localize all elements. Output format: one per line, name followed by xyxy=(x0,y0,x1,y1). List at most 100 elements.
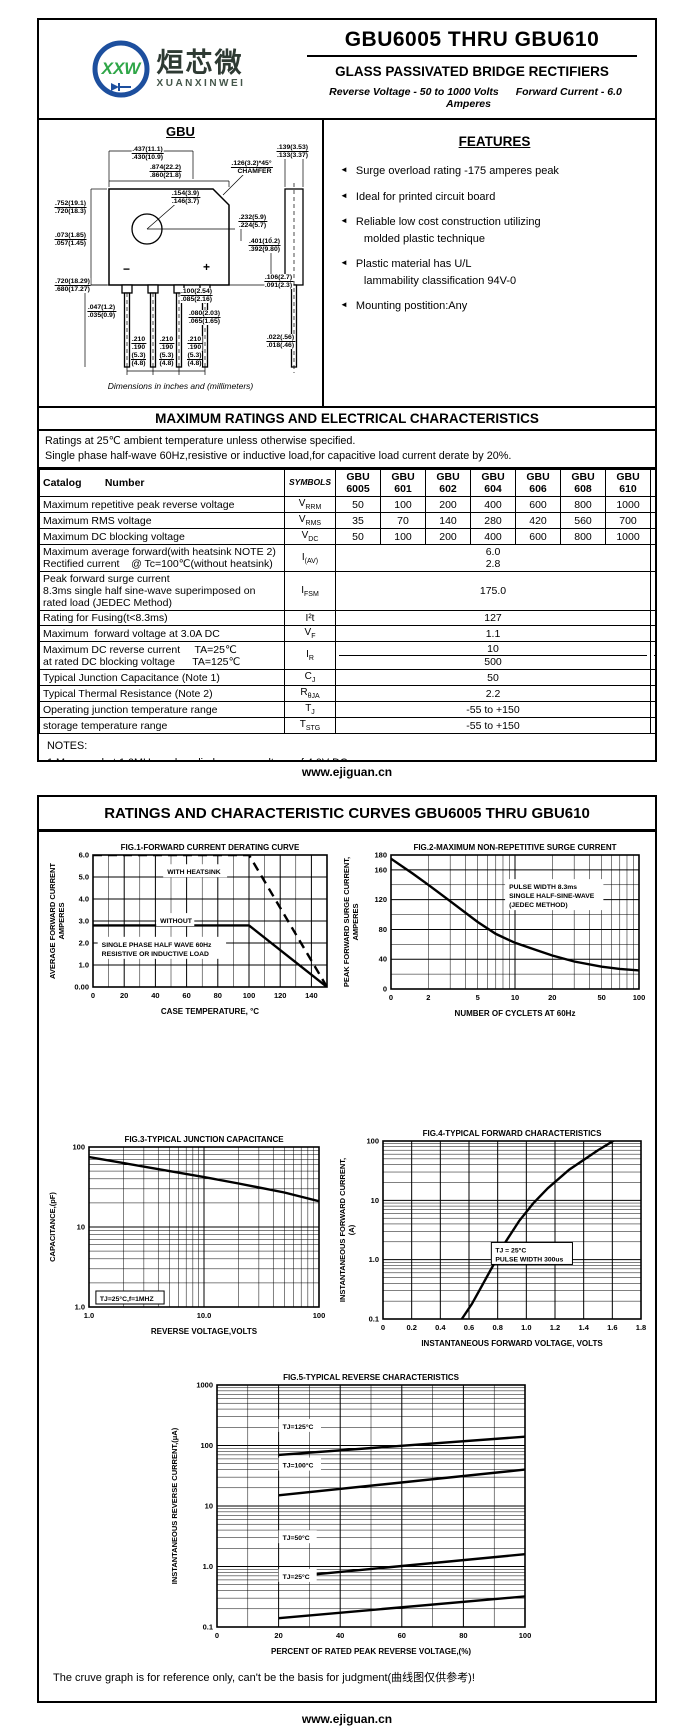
symbol-base: T xyxy=(305,703,312,715)
website-link[interactable]: www.ejiguan.cn xyxy=(301,1712,393,1726)
package-drawing: .437(11.1) .430(10.9) .874(22.2) .860(21.8)… xyxy=(45,141,317,385)
row-symbol: TJ xyxy=(284,701,336,719)
symbol-base: V xyxy=(301,530,309,542)
chart-annotation: TJ=25°C,f=1MHZ xyxy=(100,1295,154,1303)
website-link[interactable]: www.ejiguan.cn xyxy=(301,765,393,779)
symbol-base: V xyxy=(298,514,306,526)
feature-line: Reliable low cost construction utilizing xyxy=(355,216,541,228)
row-value: 800 xyxy=(560,528,606,546)
chart-title: FIG.5-TYPICAL REVERSE CHARACTERISTICS xyxy=(283,1373,460,1382)
y-tick-label: 10 xyxy=(77,1223,85,1232)
dimension-label: .085(2.16) xyxy=(180,296,213,304)
chart-annotation: SINGLE PHASE HALF WAVE 60Hz xyxy=(102,942,212,949)
row-value-span: 1.1 xyxy=(335,625,651,643)
y-axis-label: PEAK FORWARD SURGE CURRENT, xyxy=(342,857,351,987)
dimension-label: .018(.46) xyxy=(265,342,296,350)
dimension-label: .154(3.9) xyxy=(170,190,201,199)
model-line: GBU xyxy=(391,471,415,484)
feature-line: Surge overload rating -175 amperes peak xyxy=(355,165,559,177)
table-row: Maximum RMS voltage VRMS 35 70 140 280 420 560 7… xyxy=(39,512,655,530)
x-axis-label: CASE TEMPERATURE, °C xyxy=(161,1007,259,1016)
feature-line: Plastic material has U/L xyxy=(355,258,472,270)
row-label-line: Rating for Fusing(t<8.3ms) xyxy=(43,612,168,625)
x-tick-label: 100 xyxy=(519,1631,532,1640)
dimension-label: .210 xyxy=(158,336,175,345)
row-label: Maximum RMS voltage xyxy=(39,512,285,530)
y-tick-label: 1.0 xyxy=(79,961,89,970)
dimension-label: .133(3.37) xyxy=(276,152,309,160)
features-list: ◄ Surge overload rating -175 amperes peak… xyxy=(340,163,649,315)
feature-line: Ideal for printed circuit board xyxy=(355,190,496,203)
row-unit: Volts xyxy=(650,625,655,643)
doc-subtitle: GLASS PASSIVATED BRIDGE RECTIFIERS xyxy=(335,64,609,79)
symbol-base: C xyxy=(304,671,312,683)
row-value-span: -55 to +150 xyxy=(335,701,651,719)
row-unit: VOLTS xyxy=(650,496,655,514)
units-header-cell: UNITS xyxy=(650,469,655,498)
dimension-label: .680(17.27) xyxy=(54,286,91,294)
row-value: 100 xyxy=(380,496,426,514)
series-tj-25-c xyxy=(278,1595,525,1620)
x-tick-label: 0 xyxy=(389,993,393,1002)
table-row: Peak forward surge current 8.3ms single h… xyxy=(39,571,655,612)
dimension-label: (4.8) xyxy=(158,360,175,368)
row-value: 420 xyxy=(515,512,561,530)
chart-annotation: RESISTIVE OR INDUCTIVE LOAD xyxy=(102,951,209,958)
feature-line: Mounting postition:Any xyxy=(355,300,468,312)
ratings-table: Catalog Number SYMBOLS GBU 6005 GBU 601 GBU 602… xyxy=(39,469,655,735)
row-label-line: Rectified current @ Tc=100℃(without heat… xyxy=(43,558,273,571)
row-value-span: 2.2 xyxy=(335,685,651,703)
row-value-span: 50 xyxy=(335,669,651,687)
row-label: Maximum forward voltage at 3.0A DC xyxy=(39,625,285,643)
symbol-base: I²t xyxy=(305,612,315,624)
y-tick-label: 5.0 xyxy=(79,873,89,882)
row-value: 560 xyxy=(560,512,606,530)
row-label-line: Peak forward surge current xyxy=(43,573,170,586)
row-value-line: 50 xyxy=(487,671,499,684)
dimension-label: (4.8) xyxy=(186,360,203,368)
x-tick-label: 0.4 xyxy=(435,1323,446,1332)
series-surge xyxy=(391,857,639,972)
header: XXW 烜芯微 XUANXINWEI GBU6005 THRU GBU610 G… xyxy=(39,20,655,120)
row-unit: ℃ xyxy=(650,701,655,719)
y-axis-label: AMPERES xyxy=(57,902,66,939)
x-tick-label: 20 xyxy=(120,991,128,1000)
condition-line-1: Ratings at 25℃ ambient temperature unles… xyxy=(45,435,356,447)
row-value-line: 2.2 xyxy=(485,687,501,700)
model-line: 601 xyxy=(394,483,412,496)
row-label-line: at rated DC blocking voltage TA=125℃ xyxy=(43,655,241,668)
series-tj-50-c xyxy=(278,1553,525,1579)
y-tick-label: 160 xyxy=(374,865,387,874)
row-label-line: Typical Thermal Resistance (Note 2) xyxy=(43,687,213,700)
dimension-label: .022(.56) xyxy=(265,334,296,343)
dimension-label: .106(2.7) xyxy=(263,274,294,283)
row-label-line: storage temperature range xyxy=(43,719,168,732)
row-value-line: 127 xyxy=(484,612,502,625)
dimension-label: .146(3.7) xyxy=(170,198,201,206)
row-label-line: 8.3ms single half sine-wave superimposed… xyxy=(43,585,256,598)
fig5-typical-reverse-characteristics-chart: 0 20 40 60 80 100 0.1 1.0 10 100 1000 FIG.5-TYPICAL… xyxy=(169,1369,537,1667)
row-label-line: Typical Junction Capacitance (Note 1) xyxy=(43,671,220,684)
row-value: 600 xyxy=(515,496,561,514)
row-label: Maximum average forward(with heatsink NO… xyxy=(39,544,285,573)
chart-annotation: WITHOUT xyxy=(160,918,193,925)
symbols-header-cell: SYMBOLS xyxy=(284,469,336,498)
dimension-label: .720(18.3) xyxy=(54,208,87,216)
model-line: 610 xyxy=(619,483,637,496)
x-tick-label: 2 xyxy=(426,993,430,1002)
y-tick-label: 0.00 xyxy=(74,983,89,992)
x-tick-label: 0.6 xyxy=(464,1323,474,1332)
row-label: Peak forward surge current 8.3ms single h… xyxy=(39,571,285,612)
row-label: Maximum repetitive peak reverse voltage xyxy=(39,496,285,514)
dimension-label: .401(10.2) xyxy=(248,238,281,247)
row-unit: °C/W xyxy=(650,685,655,703)
row-value-span: -55 to +150 xyxy=(335,717,651,735)
x-tick-label: 5 xyxy=(476,993,480,1002)
row-symbol: IR xyxy=(284,641,336,671)
y-tick-label: 1.0 xyxy=(75,1303,85,1312)
dimension-label: .437(11.1) xyxy=(131,146,164,155)
symbol-base: V xyxy=(304,627,312,639)
y-tick-label: 4.0 xyxy=(79,895,89,904)
row-symbol: TSTG xyxy=(284,717,336,735)
row-symbol: I²t xyxy=(284,610,336,627)
